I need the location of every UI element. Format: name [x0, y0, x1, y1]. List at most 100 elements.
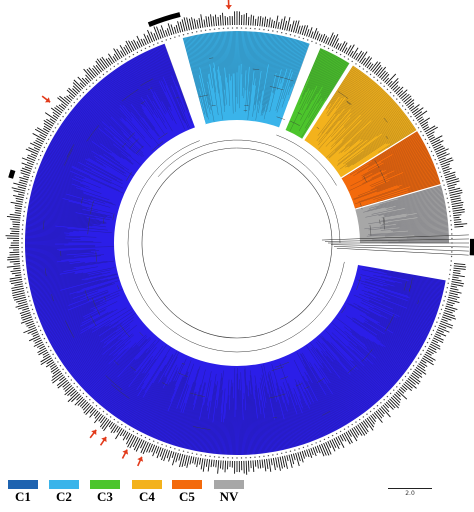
- leaf-label: [418, 363, 426, 369]
- branch: [390, 298, 437, 316]
- branch: [55, 320, 111, 354]
- branch: [273, 36, 288, 94]
- branch: [90, 89, 136, 137]
- leaf-label: [146, 442, 151, 453]
- leaf-dot: [59, 365, 62, 367]
- branch: [271, 393, 285, 450]
- leaf-dot: [307, 445, 309, 447]
- branch: [100, 80, 132, 118]
- branch: [259, 33, 271, 102]
- branch: [345, 315, 414, 361]
- branch: [81, 98, 145, 157]
- leaf-dot: [140, 49, 143, 52]
- branch: [241, 31, 245, 96]
- branch: [231, 31, 234, 74]
- branch: [260, 414, 267, 453]
- leaf-dot: [132, 53, 135, 56]
- leaf-dot: [148, 45, 151, 48]
- leaf-label: [410, 374, 421, 383]
- leaf-label: [270, 458, 273, 466]
- branch: [302, 375, 332, 434]
- branch: [391, 277, 444, 290]
- branch: [258, 33, 272, 114]
- branch: [288, 402, 303, 445]
- branch: [36, 172, 81, 189]
- branch: [293, 359, 331, 434]
- branch: [25, 229, 70, 233]
- branch: [218, 31, 226, 106]
- branch: [266, 36, 284, 113]
- leaf-dot: [399, 101, 401, 104]
- branch: [365, 201, 445, 218]
- branch: [28, 206, 96, 219]
- branch: [379, 323, 422, 347]
- leaf-label: [281, 456, 286, 468]
- branch: [99, 81, 120, 106]
- branch: [410, 177, 439, 187]
- branch: [196, 34, 212, 111]
- branch-arc: [193, 426, 211, 430]
- leaf-dot: [272, 30, 274, 32]
- leaf-dot: [161, 443, 163, 446]
- branch: [158, 45, 186, 113]
- leaf-label: [98, 414, 104, 422]
- leaf-label: [101, 56, 110, 67]
- leaf-label: [74, 396, 84, 406]
- leaf-label: [403, 383, 412, 391]
- branch: [394, 282, 443, 295]
- leaf-label: [20, 318, 33, 324]
- red-arrow-icon: [137, 456, 144, 462]
- branch: [29, 201, 113, 219]
- leaf-dot: [446, 197, 449, 199]
- branch: [115, 358, 156, 417]
- branch: [99, 348, 148, 405]
- leaf-label: [435, 147, 446, 153]
- branch: [322, 354, 367, 411]
- leaf-dot: [298, 36, 300, 38]
- branch: [347, 345, 393, 388]
- leaf-label: [312, 28, 318, 39]
- branch: [312, 55, 337, 101]
- branch: [122, 64, 145, 100]
- branch: [255, 385, 265, 454]
- leaf-label: [359, 51, 368, 63]
- branch: [301, 381, 327, 436]
- leaf-label: [9, 253, 20, 256]
- leaf-label: [448, 296, 458, 300]
- branch: [243, 31, 248, 99]
- leaf-dot: [82, 91, 85, 94]
- branch: [292, 41, 303, 72]
- branch: [103, 78, 132, 113]
- branch: [284, 419, 293, 448]
- branch: [37, 298, 81, 315]
- leaf-dot: [92, 82, 94, 84]
- branch-arc: [102, 218, 105, 224]
- branch: [282, 382, 304, 445]
- branch: [334, 97, 392, 151]
- leaf-label: [451, 281, 465, 285]
- leaf-dot: [79, 95, 81, 97]
- branch: [325, 351, 372, 408]
- branch: [54, 134, 97, 160]
- leaf-label: [32, 333, 39, 337]
- leaf-dot: [446, 287, 449, 289]
- branch: [25, 255, 101, 263]
- leaf-label: [51, 372, 63, 382]
- branch: [303, 48, 364, 141]
- branch: [220, 31, 227, 105]
- branch: [64, 119, 113, 154]
- leaf-label: [442, 314, 457, 320]
- branch: [73, 107, 99, 129]
- branch: [28, 272, 84, 284]
- branch: [263, 35, 283, 120]
- leaf-label: [407, 102, 415, 108]
- branch: [57, 130, 126, 174]
- branch: [276, 401, 289, 449]
- branch: [89, 90, 131, 133]
- branch: [381, 316, 426, 340]
- leaf-label: [135, 439, 143, 452]
- leaf-label: [362, 420, 369, 428]
- branch-arc: [382, 217, 385, 230]
- branch: [121, 396, 138, 421]
- branch: [151, 358, 187, 438]
